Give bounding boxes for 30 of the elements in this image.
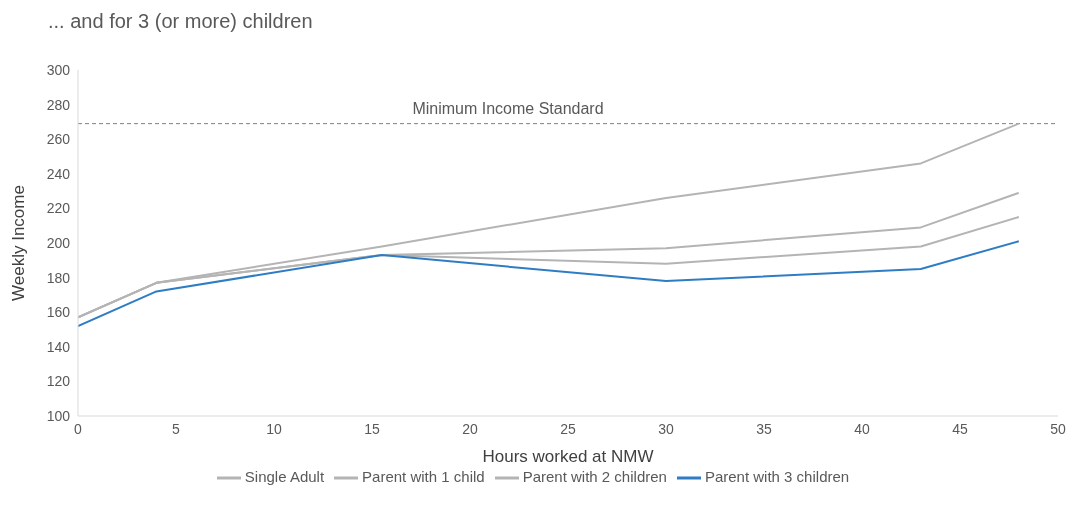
y-axis-title: Weekly Income [9,185,29,301]
y-tick-label: 200 [46,234,71,251]
x-tick-label: 0 [74,420,83,437]
legend-label: Parent with 2 children [522,468,667,486]
x-tick-label: 30 [658,420,674,437]
x-tick-label: 25 [560,420,576,437]
y-tick-label: 220 [46,200,71,217]
x-tick-label: 45 [952,420,968,437]
chart-title: ... and for 3 (or more) children [47,9,314,34]
x-tick-label: 10 [266,420,282,437]
x-tick-label: 15 [364,420,380,437]
x-tick-label: 35 [756,420,772,437]
y-tick-label: 240 [46,165,71,182]
x-tick-label: 50 [1050,420,1066,437]
y-tick-label: 180 [46,269,71,286]
y-tick-label: 260 [46,131,71,148]
legend-label: Parent with 1 child [362,468,485,486]
y-tick-label: 140 [46,338,71,355]
legend-label: Parent with 3 children [704,468,850,486]
y-tick-label: 280 [46,96,71,113]
y-tick-label: 120 [46,373,71,390]
x-tick-label: 5 [172,420,181,437]
y-tick-label: 100 [46,407,71,424]
x-tick-label: 20 [462,420,478,437]
y-tick-label: 300 [46,61,71,78]
x-tick-label: 40 [854,420,870,437]
y-tick-label: 160 [46,304,71,321]
ref-line-label: Minimum Income Standard [412,99,604,117]
legend-label: Single Adult [244,468,325,486]
x-axis-title: Hours worked at NMW [482,447,654,466]
